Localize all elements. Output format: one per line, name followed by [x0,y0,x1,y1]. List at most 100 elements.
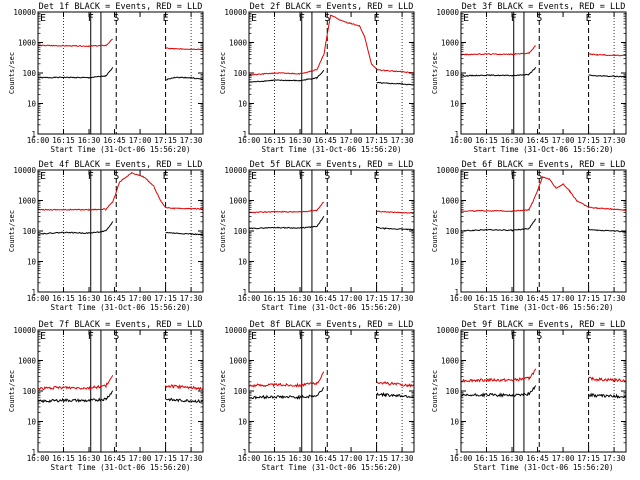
x-axis-label: Start Time (31-Oct-06 15:56:20) [474,303,614,312]
marker-label: E [40,171,46,182]
series-events-line [588,228,626,233]
x-tick-label: 17:30 [603,136,626,145]
y-tick-label: 10 [450,418,460,427]
series-lld-line [249,371,325,388]
plot-frame [37,329,204,453]
y-tick-label: 1 [242,130,247,139]
x-tick-label: 16:15 [475,294,498,303]
x-tick-label: 16:30 [78,136,101,145]
y-tick-label: 10000 [13,8,36,17]
series-events-line [461,385,537,398]
x-tick-label: 16:30 [78,454,101,463]
x-tick-label: 16:00 [27,454,50,463]
y-tick-label: 1 [31,448,36,457]
y-axis-label: Counts/sec [219,52,227,94]
x-tick-label: 16:15 [475,454,498,463]
x-axis-label: Start Time (31-Oct-06 15:56:20) [474,463,614,472]
x-tick-label: 17:15 [577,136,600,145]
x-tick-label: 17:00 [552,136,575,145]
y-tick-label: 1 [454,130,459,139]
y-tick-label: 100 [22,69,36,78]
series-lld-line [461,45,536,56]
y-tick-label: 1 [242,288,247,297]
series-lld-line [249,14,414,77]
x-axis-label: Start Time (31-Oct-06 15:56:20) [51,463,191,472]
marker-label: S [536,171,542,182]
marker-label: E [374,171,380,182]
y-tick-label: 10 [238,418,248,427]
y-tick-label: 10 [27,258,37,267]
y-tick-label: 1000 [229,197,248,206]
x-tick-label: 17:30 [180,136,203,145]
y-tick-label: 1000 [229,39,248,48]
x-tick-label: 16:00 [450,454,473,463]
series-events-line [461,218,537,232]
series-events-line [588,392,626,399]
y-tick-label: 100 [22,227,36,236]
x-axis-label: Start Time (31-Oct-06 15:56:20) [262,303,402,312]
x-tick-label: 16:45 [103,136,126,145]
series-lld-line [376,381,414,388]
y-tick-label: 10 [450,258,460,267]
x-tick-label: 16:00 [238,454,261,463]
series-lld-line [38,171,203,212]
panel-title: Det 8f BLACK = Events, RED = LLD [250,320,414,330]
marker-label: E [163,171,169,182]
marker-label: S [536,331,542,342]
y-axis-label: Counts/sec [219,210,227,252]
marker-label: F [88,171,94,182]
panel-title: Det 1f BLACK = Events, RED = LLD [39,2,203,12]
panel-title: Det 7f BLACK = Events, RED = LLD [39,320,203,330]
series-events-line [588,74,626,78]
series-lld-line [38,38,113,48]
marker-label: F [511,331,517,342]
panel-title: Det 9f BLACK = Events, RED = LLD [462,320,626,330]
y-tick-label: 10 [27,418,37,427]
x-tick-label: 16:45 [526,454,549,463]
marker-label: E [586,331,592,342]
y-axis-label: Counts/sec [431,52,439,94]
series-lld-line [588,53,626,57]
x-axis-label: Start Time (31-Oct-06 15:56:20) [262,463,402,472]
x-tick-label: 16:30 [289,136,312,145]
x-tick-label: 17:15 [577,454,600,463]
y-tick-label: 1000 [18,357,37,366]
y-axis-label: Counts/sec [8,52,16,94]
x-tick-label: 17:15 [154,136,177,145]
x-tick-label: 16:30 [78,294,101,303]
panel-9: Det 9f BLACK = Events, RED = LLD Counts/s… [431,320,627,472]
x-tick-label: 16:00 [238,294,261,303]
x-tick-label: 16:00 [450,136,473,145]
series-events-line [461,66,537,77]
panel-title: Det 6f BLACK = Events, RED = LLD [462,160,626,170]
panel-title: Det 4f BLACK = Events, RED = LLD [39,160,203,170]
x-tick-label: 16:30 [501,294,524,303]
marker-label: E [463,13,469,24]
x-tick-label: 17:30 [391,294,414,303]
series-events-line [249,215,325,230]
series-lld-line [461,176,626,213]
x-tick-label: 17:30 [391,136,414,145]
plot-frame [248,329,415,453]
series-events-line [165,397,203,403]
plot-frame [37,11,204,135]
x-tick-label: 16:00 [27,294,50,303]
panel-3: Det 3f BLACK = Events, RED = LLD Counts/s… [431,2,627,154]
x-tick-label: 17:15 [154,454,177,463]
x-tick-label: 17:30 [391,454,414,463]
marker-label: E [163,13,169,24]
y-tick-label: 1000 [441,197,460,206]
panel-7: Det 7f BLACK = Events, RED = LLD Counts/s… [8,320,204,472]
y-tick-label: 10 [238,100,248,109]
x-tick-label: 16:30 [501,454,524,463]
y-tick-label: 10000 [224,326,247,335]
x-axis-label: Start Time (31-Oct-06 15:56:20) [262,145,402,154]
y-tick-label: 1 [454,288,459,297]
marker-label: E [251,331,257,342]
x-axis-label: Start Time (31-Oct-06 15:56:20) [474,145,614,154]
marker-label: S [536,13,542,24]
y-axis-label: Counts/sec [8,370,16,412]
x-tick-label: 17:00 [129,294,152,303]
x-tick-label: 16:45 [526,294,549,303]
x-tick-label: 17:15 [365,294,388,303]
